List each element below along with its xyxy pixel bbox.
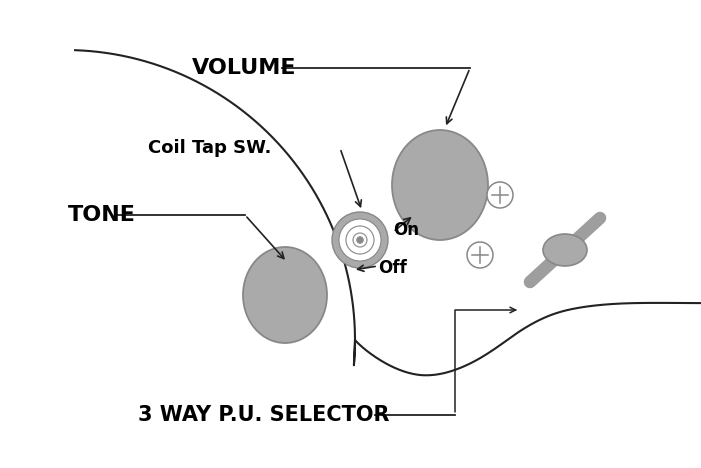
Text: VOLUME: VOLUME: [192, 58, 297, 78]
Text: Coil Tap SW.: Coil Tap SW.: [148, 139, 271, 157]
Circle shape: [357, 237, 363, 243]
Circle shape: [487, 182, 513, 208]
Text: On: On: [393, 221, 419, 239]
Circle shape: [332, 212, 388, 268]
Circle shape: [346, 226, 374, 254]
Text: Off: Off: [378, 259, 407, 277]
Circle shape: [467, 242, 493, 268]
Circle shape: [339, 219, 381, 261]
Text: 3 WAY P.U. SELECTOR: 3 WAY P.U. SELECTOR: [138, 405, 390, 425]
Ellipse shape: [543, 234, 587, 266]
Ellipse shape: [392, 130, 488, 240]
Text: TONE: TONE: [68, 205, 136, 225]
Ellipse shape: [243, 247, 327, 343]
Circle shape: [353, 233, 367, 247]
